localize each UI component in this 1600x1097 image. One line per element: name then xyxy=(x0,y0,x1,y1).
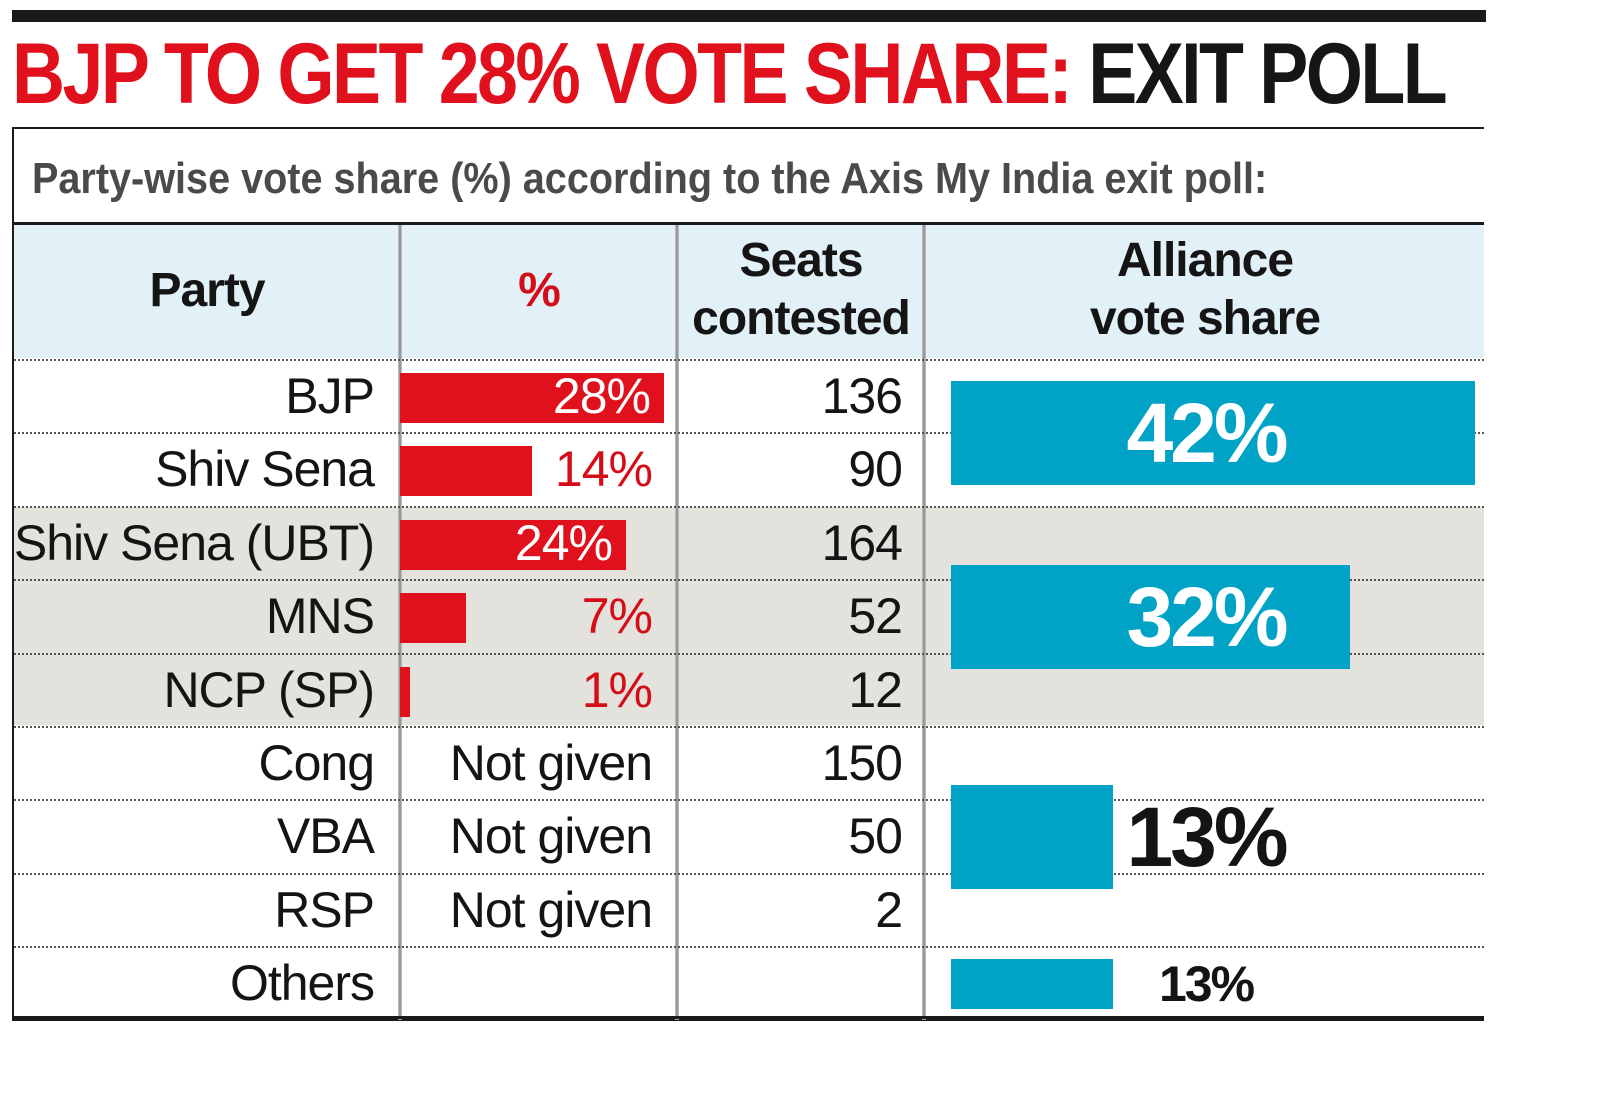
vote-share-label: 14% xyxy=(554,441,653,497)
party-name: BJP xyxy=(285,368,375,424)
party-name: VBA xyxy=(276,808,375,864)
row-separator xyxy=(14,359,1484,361)
vote-share-bar xyxy=(400,446,532,496)
seats-value: 12 xyxy=(848,662,903,718)
seats-value: 52 xyxy=(848,588,903,644)
bottom-rule xyxy=(14,1016,1484,1019)
party-name: Shiv Sena xyxy=(155,441,375,497)
alliance-share-label: 13% xyxy=(1158,956,1255,1012)
row-separator xyxy=(14,579,1484,581)
alliance-bar xyxy=(951,381,1475,485)
col-header-seats-2: contested xyxy=(692,292,911,345)
party-name: NCP (SP) xyxy=(163,662,375,718)
seats-value: 164 xyxy=(821,515,903,571)
col-header-pct: % xyxy=(518,264,561,317)
alliance-bar xyxy=(951,565,1350,669)
col-header-alliance-2: vote share xyxy=(1089,292,1321,345)
headline: BJP TO GET 28% VOTE SHARE: EXIT POLL xyxy=(12,26,1448,122)
row-separator xyxy=(14,726,1484,728)
party-name: Shiv Sena (UBT) xyxy=(13,515,375,571)
seats-value: 50 xyxy=(848,808,903,864)
header-background xyxy=(14,225,1484,358)
vote-share-label: 7% xyxy=(581,588,653,644)
col-header-seats-1: Seats xyxy=(739,234,863,287)
alliance-share-label: 42% xyxy=(1126,386,1288,480)
top-rule xyxy=(12,10,1486,22)
seats-value: 150 xyxy=(821,735,903,791)
alliance-share-label: 13% xyxy=(1126,790,1288,884)
col-header-alliance-1: Alliance xyxy=(1116,234,1294,287)
vote-share-label: 28% xyxy=(552,368,651,424)
vote-share-label: Not given xyxy=(449,882,653,938)
vote-share-bar xyxy=(400,667,410,717)
col-header-party: Party xyxy=(149,264,265,317)
vote-share-bar xyxy=(400,373,664,423)
row-separator xyxy=(14,506,1484,508)
vote-share-label: Not given xyxy=(449,808,653,864)
headline-black: EXIT POLL xyxy=(1088,26,1447,122)
party-name: Cong xyxy=(258,735,375,791)
party-name: MNS xyxy=(265,588,375,644)
seats-value: 2 xyxy=(875,882,903,938)
row-separator xyxy=(14,946,1484,948)
alliance-share-label: 32% xyxy=(1126,570,1288,664)
seats-value: 136 xyxy=(821,368,903,424)
vote-share-label: 1% xyxy=(581,662,653,718)
row-separator xyxy=(14,653,1484,655)
vote-share-label: 24% xyxy=(514,515,613,571)
table-panel xyxy=(12,127,1484,1021)
column-divider xyxy=(922,225,926,1020)
vote-share-bar xyxy=(400,520,626,570)
seats-value: 90 xyxy=(848,441,903,497)
row-separator xyxy=(14,799,1484,801)
subtitle: Party-wise vote share (%) according to t… xyxy=(32,154,1268,203)
alliance-bar xyxy=(951,959,1113,1009)
vote-share-bar xyxy=(400,593,466,643)
headline-red: BJP TO GET 28% VOTE SHARE: xyxy=(12,26,1073,122)
vote-share-label: Not given xyxy=(449,735,653,791)
party-name: Others xyxy=(229,955,375,1011)
row-separator xyxy=(14,432,1484,434)
subtitle-rule xyxy=(14,222,1484,225)
row-separator xyxy=(14,873,1484,875)
party-name: RSP xyxy=(274,882,375,938)
column-divider xyxy=(675,225,679,1020)
alliance-bar xyxy=(951,785,1113,889)
